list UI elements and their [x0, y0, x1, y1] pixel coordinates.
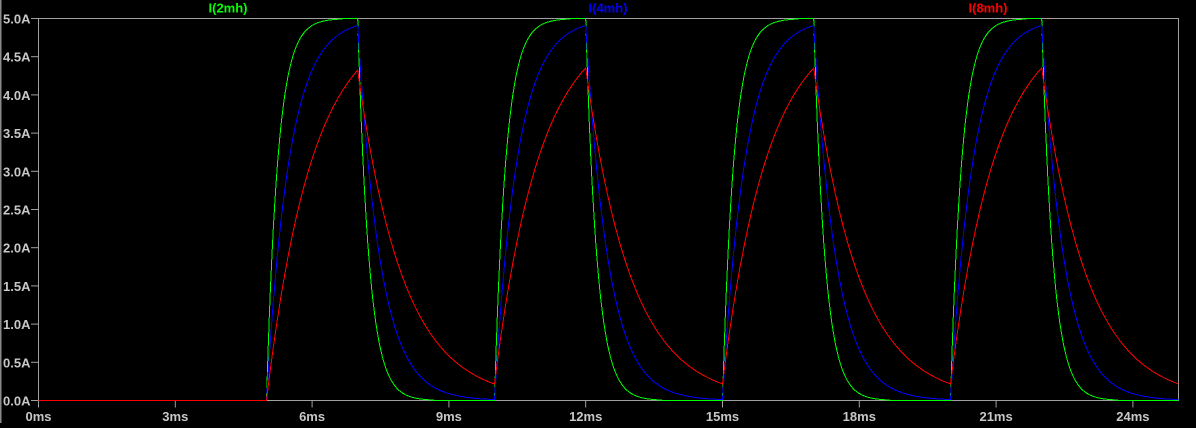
svg-text:3ms: 3ms [162, 409, 188, 423]
svg-text:2.5A: 2.5A [3, 203, 31, 218]
svg-text:15ms: 15ms [706, 409, 739, 423]
svg-text:18ms: 18ms [843, 409, 876, 423]
svg-text:0.5A: 0.5A [3, 355, 31, 370]
svg-text:0.0A: 0.0A [3, 394, 31, 409]
svg-text:3.5A: 3.5A [3, 126, 31, 141]
svg-text:4.0A: 4.0A [3, 88, 31, 103]
svg-text:21ms: 21ms [979, 409, 1012, 423]
svg-text:I(2mh): I(2mh) [209, 0, 248, 15]
svg-text:24ms: 24ms [1116, 409, 1149, 423]
svg-text:1.5A: 1.5A [3, 279, 31, 294]
svg-text:9ms: 9ms [436, 409, 462, 423]
svg-text:5.0A: 5.0A [3, 12, 31, 27]
svg-text:6ms: 6ms [299, 409, 325, 423]
svg-text:2.0A: 2.0A [3, 241, 31, 256]
svg-text:0ms: 0ms [25, 409, 51, 423]
svg-text:12ms: 12ms [569, 409, 602, 423]
svg-text:I(4mh): I(4mh) [589, 0, 628, 15]
svg-text:4.5A: 4.5A [3, 50, 31, 65]
svg-text:1.0A: 1.0A [3, 317, 31, 332]
svg-text:I(8mh): I(8mh) [969, 0, 1008, 15]
svg-text:3.0A: 3.0A [3, 164, 31, 179]
